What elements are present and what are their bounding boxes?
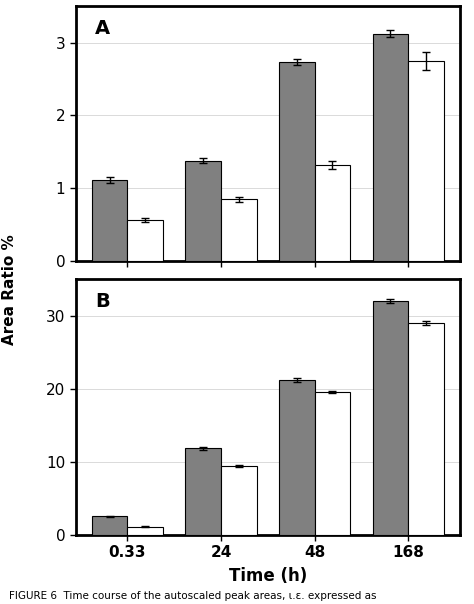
Bar [185,448,221,535]
Bar [128,220,163,262]
Bar [279,62,315,262]
Bar [92,179,128,262]
Bar [408,61,444,262]
Bar [92,516,128,535]
Bar [373,301,408,535]
Bar [373,34,408,262]
Bar [221,199,256,262]
Bar [185,161,221,262]
Bar [408,323,444,535]
Text: B: B [95,292,110,311]
Bar [279,380,315,535]
Bar [315,165,350,262]
Text: FIGURE 6  Time course of the autoscaled peak areas, ι.ε. expressed as: FIGURE 6 Time course of the autoscaled p… [9,591,377,601]
X-axis label: Time (h): Time (h) [228,567,307,585]
Bar [315,392,350,535]
Bar [128,527,163,535]
Bar [221,466,256,535]
Text: Area Ratio %: Area Ratio % [2,234,17,345]
Text: A: A [95,19,110,38]
